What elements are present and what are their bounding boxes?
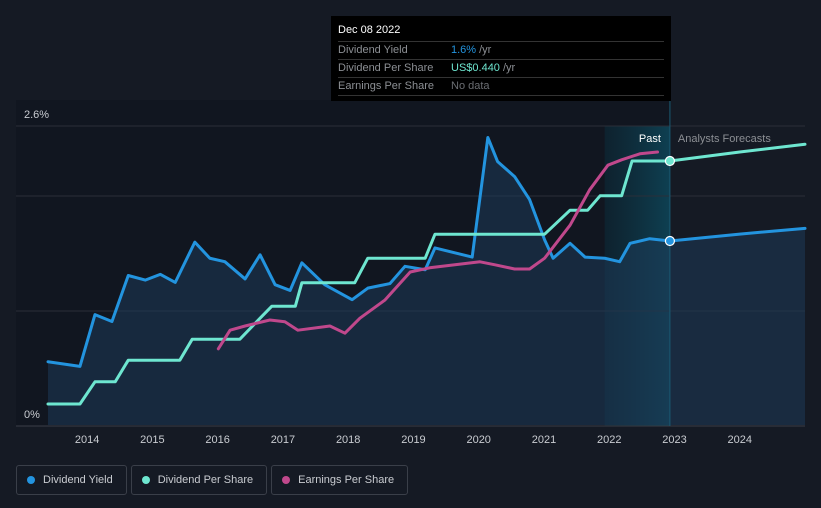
dividend-per-share-marker xyxy=(664,155,676,167)
x-tick-2016: 2016 xyxy=(205,434,229,446)
legend-earnings-per-share[interactable]: Earnings Per Share xyxy=(271,465,409,495)
tooltip-unit: /yr xyxy=(502,62,516,74)
x-tick-2015: 2015 xyxy=(140,434,164,446)
legend: Dividend Yield Dividend Per Share Earnings… xyxy=(16,465,409,495)
x-tick-2020: 2020 xyxy=(466,434,490,446)
legend-label: Dividend Yield xyxy=(43,474,113,486)
tooltip-value: 1.6% xyxy=(451,44,477,56)
x-tick-2014: 2014 xyxy=(75,434,99,446)
x-tick-2018: 2018 xyxy=(336,434,360,446)
tooltip-value: US$0.440 xyxy=(451,62,500,74)
x-tick-2017: 2017 xyxy=(271,434,295,446)
legend-dividend-yield[interactable]: Dividend Yield xyxy=(16,465,127,495)
x-tick-2023: 2023 xyxy=(662,434,686,446)
tooltip: Dec 08 2022 Dividend Yield 1.6%/yr Dividen… xyxy=(331,16,671,101)
y-label-top: 2.6% xyxy=(24,109,49,121)
legend-dot-icon xyxy=(141,476,150,484)
dividend-yield-line xyxy=(46,136,807,368)
tooltip-unit: /yr xyxy=(479,44,492,56)
legend-dot-icon xyxy=(27,476,35,484)
tooltip-label: Earnings Per Share xyxy=(338,80,434,92)
x-tick-2024: 2024 xyxy=(727,434,751,446)
x-tick-2021: 2021 xyxy=(532,434,556,446)
legend-dividend-per-share[interactable]: Dividend Per Share xyxy=(130,465,268,495)
tooltip-row: Earnings Per Share No data xyxy=(338,78,664,96)
earnings-per-share-line xyxy=(216,150,660,351)
tooltip-label: Dividend Yield xyxy=(338,44,408,56)
tooltip-row: Dividend Yield 1.6%/yr xyxy=(338,42,664,60)
legend-dot-icon xyxy=(282,476,291,484)
tooltip-date: Dec 08 2022 xyxy=(338,24,664,42)
legend-label: Earnings Per Share xyxy=(298,474,395,486)
x-tick-2022: 2022 xyxy=(597,434,621,446)
past-label: Past xyxy=(639,133,661,145)
x-tick-2019: 2019 xyxy=(401,434,425,446)
tooltip-value: No data xyxy=(451,80,490,92)
dividend-yield-area xyxy=(48,137,805,425)
tooltip-label: Dividend Per Share xyxy=(338,62,434,74)
y-label-bottom: 0% xyxy=(24,409,40,421)
legend-label: Dividend Per Share xyxy=(157,474,254,486)
dividend-yield-marker xyxy=(664,235,676,247)
dividend-per-share-line xyxy=(46,142,807,406)
tooltip-row: Dividend Per Share US$0.440/yr xyxy=(338,60,664,78)
forecast-label: Analysts Forecasts xyxy=(678,133,771,145)
